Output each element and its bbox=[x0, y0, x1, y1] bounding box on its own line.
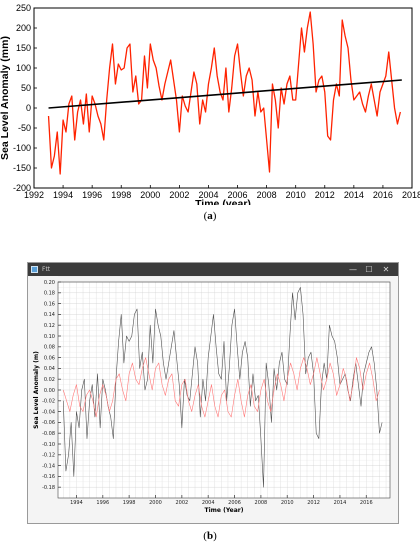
y-tick-label: -200 bbox=[13, 183, 31, 193]
y-tick-label: -0.14 bbox=[42, 463, 55, 469]
series-line-1 bbox=[62, 287, 383, 488]
window-title: Ftt bbox=[42, 266, 51, 273]
y-tick-label: 0.20 bbox=[44, 280, 55, 286]
x-tick-label: 1996 bbox=[96, 500, 109, 506]
y-tick-label: -0.16 bbox=[42, 474, 55, 480]
x-tick-label: 1998 bbox=[123, 500, 136, 506]
y-tick-label: 200 bbox=[16, 23, 31, 33]
x-tick-label: 2004 bbox=[202, 500, 215, 506]
y-tick-label: -100 bbox=[13, 143, 31, 153]
x-tick-label: 2004 bbox=[198, 190, 218, 200]
x-axis-label: Time (year) bbox=[195, 198, 251, 205]
y-tick-label: -150 bbox=[13, 163, 31, 173]
y-tick-label: -0.12 bbox=[42, 453, 55, 459]
axes-frame bbox=[33, 7, 413, 189]
x-tick-label: 1998 bbox=[111, 190, 131, 200]
plot-window: Ftt — ☐ ✕ 1994 1996 1998 2000 2002 2004 2006 20… bbox=[27, 262, 399, 524]
x-tick-label: 2006 bbox=[228, 500, 241, 506]
x-tick-label: 2014 bbox=[334, 500, 347, 506]
close-button[interactable]: ✕ bbox=[382, 265, 390, 274]
panel-b-label: (b) bbox=[203, 530, 217, 542]
x-tick-label: 1996 bbox=[82, 190, 102, 200]
y-tick-label: -0.10 bbox=[42, 442, 55, 448]
x-tick-label: 2000 bbox=[140, 190, 160, 200]
x-tick-label: 1994 bbox=[53, 190, 73, 200]
y-tick-label: 0.00 bbox=[44, 388, 55, 394]
y-tick-label: -0.18 bbox=[42, 485, 55, 491]
y-tick-label: -0.08 bbox=[42, 431, 55, 437]
y-tick-label: 50 bbox=[21, 83, 31, 93]
y-tick-label: 0.14 bbox=[44, 312, 55, 318]
x-tick-label: 2010 bbox=[281, 500, 294, 506]
panel-a-label: (a) bbox=[203, 210, 217, 222]
y-tick-label: 100 bbox=[16, 63, 31, 73]
x-tick-label: 2016 bbox=[360, 500, 373, 506]
x-tick-label: 1994 bbox=[70, 500, 83, 506]
y-tick-label: 0.18 bbox=[44, 291, 55, 297]
y-tick-label: 150 bbox=[16, 43, 31, 53]
y-tick-label: 0.12 bbox=[44, 323, 55, 329]
minimize-button[interactable]: — bbox=[349, 265, 357, 274]
y-tick-label: -50 bbox=[18, 123, 31, 133]
x-tick-label: 2018 bbox=[402, 190, 420, 200]
chart-a: 1992 1994 1996 1998 2000 2002 2004 2006 2008 2010… bbox=[0, 3, 420, 205]
series-line-1 bbox=[47, 11, 402, 175]
x-tick-label: 2012 bbox=[315, 190, 335, 200]
series-line-2 bbox=[62, 357, 380, 418]
chart-b: 1994 1996 1998 2000 2002 2004 2006 2008 2010 2012… bbox=[33, 276, 391, 514]
y-tick-label: 0.04 bbox=[44, 366, 55, 372]
x-tick-label: 2008 bbox=[257, 190, 277, 200]
x-tick-label: 2010 bbox=[286, 190, 306, 200]
y-tick-label: 0.02 bbox=[44, 377, 55, 383]
y-tick-label: 0.16 bbox=[44, 301, 55, 307]
x-tick-label: 2002 bbox=[169, 190, 189, 200]
y-tick-label: -0.02 bbox=[42, 399, 55, 405]
x-tick-label: 2002 bbox=[175, 500, 188, 506]
x-axis-label: Time (Year) bbox=[205, 507, 244, 514]
x-tick-label: 2000 bbox=[149, 500, 162, 506]
y-tick-label: 250 bbox=[16, 3, 31, 13]
y-axis-label: Sea Level Anomaly (m) bbox=[33, 351, 40, 429]
series-line-2 bbox=[48, 79, 402, 109]
y-tick-label: 0.10 bbox=[44, 334, 55, 340]
window-titlebar[interactable]: Ftt — ☐ ✕ bbox=[28, 263, 398, 276]
y-axis-label: Sea Level Anomaly (mm) bbox=[0, 36, 11, 160]
y-tick-label: -0.06 bbox=[42, 420, 55, 426]
x-tick-label: 2012 bbox=[307, 500, 320, 506]
y-tick-label: -0.04 bbox=[42, 409, 55, 415]
y-tick-label: 0 bbox=[26, 103, 31, 113]
x-tick-label: 2014 bbox=[344, 190, 364, 200]
x-tick-label: 1992 bbox=[24, 190, 44, 200]
y-tick-label: 0.08 bbox=[44, 345, 55, 351]
y-tick-label: 0.06 bbox=[44, 355, 55, 361]
maximize-button[interactable]: ☐ bbox=[365, 265, 373, 274]
x-tick-label: 2016 bbox=[373, 190, 393, 200]
x-tick-label: 2006 bbox=[228, 190, 248, 200]
x-tick-label: 2008 bbox=[255, 500, 268, 506]
app-icon bbox=[31, 266, 38, 273]
